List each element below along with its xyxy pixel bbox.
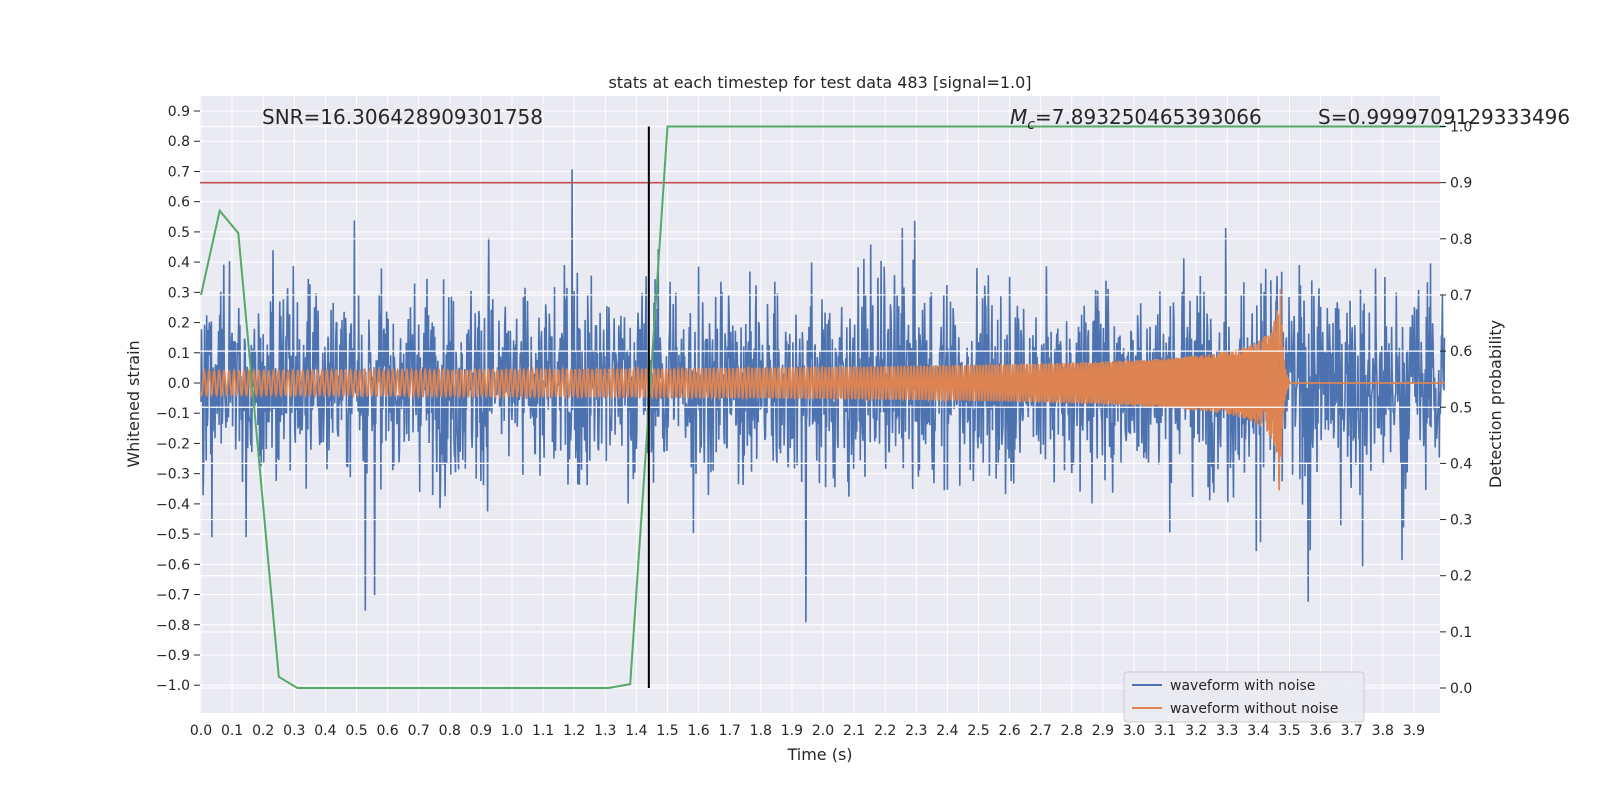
y2-tick-label: 0.5 bbox=[1450, 400, 1472, 416]
legend-label-noisy: waveform with noise bbox=[1170, 678, 1315, 694]
y-tick-label: 0.4 bbox=[168, 255, 190, 271]
legend-box bbox=[1123, 671, 1365, 723]
x-tick-label: 2.4 bbox=[936, 723, 958, 739]
x-tick-label: 3.3 bbox=[1216, 723, 1238, 739]
snr-annotation: SNR=16.306428909301758 bbox=[262, 105, 543, 129]
x-tick-label: 3.0 bbox=[1123, 723, 1145, 739]
chirp-mass-annotation: Mc=7.893250465393066 bbox=[1010, 105, 1262, 133]
legend: waveform with noise waveform without noi… bbox=[1123, 671, 1365, 723]
x-tick-label: 2.6 bbox=[998, 723, 1020, 739]
y-tick-label: 0.0 bbox=[168, 376, 190, 392]
y-tick-label: −0.7 bbox=[156, 588, 190, 604]
x-tick-label: 1.5 bbox=[656, 723, 678, 739]
y2-tick-labels: 1.0 0.9 0.8 0.7 0.6 0.5 0.4 0.3 0.2 0.1 0.0 bbox=[1440, 120, 1472, 697]
waveform-without-noise-line bbox=[200, 289, 1445, 491]
y-tick-label: 0.5 bbox=[168, 225, 190, 241]
y-tick-label: 0.1 bbox=[168, 346, 190, 362]
y2-axis-label: Detection probability bbox=[1486, 320, 1505, 488]
x-tick-label: 2.9 bbox=[1092, 723, 1114, 739]
y2-tick-label: 0.9 bbox=[1450, 176, 1472, 192]
x-tick-label: 1.3 bbox=[594, 723, 616, 739]
x-tick-label: 1.6 bbox=[687, 723, 709, 739]
y-tick-label: 0.8 bbox=[168, 134, 190, 150]
x-tick-label: 3.1 bbox=[1154, 723, 1176, 739]
x-tick-label: 0.7 bbox=[408, 723, 430, 739]
x-tick-label: 2.1 bbox=[843, 723, 865, 739]
x-tick-label: 0.9 bbox=[470, 723, 492, 739]
score-annotation: S=0.9999709129333496 bbox=[1318, 105, 1570, 129]
x-tick-label: 3.8 bbox=[1372, 723, 1394, 739]
x-axis-label: Time (s) bbox=[786, 745, 852, 764]
x-tick-label: 2.0 bbox=[812, 723, 834, 739]
y2-tick-label: 0.1 bbox=[1450, 625, 1472, 641]
x-tick-label: 1.8 bbox=[750, 723, 772, 739]
legend-label-clean: waveform without noise bbox=[1170, 701, 1338, 717]
x-tick-label: 0.2 bbox=[252, 723, 274, 739]
y2-tick-label: 0.8 bbox=[1450, 232, 1472, 248]
y2-tick-label: 0.4 bbox=[1450, 456, 1472, 472]
x-tick-label: 1.1 bbox=[532, 723, 554, 739]
x-tick-label: 1.7 bbox=[719, 723, 741, 739]
x-tick-label: 1.4 bbox=[625, 723, 647, 739]
detection-overlay bbox=[200, 125, 1445, 689]
series-waveform-without-noise bbox=[200, 289, 1445, 491]
x-tick-label: 2.8 bbox=[1061, 723, 1083, 739]
chart-title: stats at each timestep for test data 483… bbox=[608, 73, 1031, 92]
y-axis-label: Whitened strain bbox=[124, 340, 143, 467]
x-tick-label: 0.1 bbox=[221, 723, 243, 739]
y-tick-label: −0.6 bbox=[156, 557, 190, 573]
y2-tick-label: 0.6 bbox=[1450, 344, 1472, 360]
y-tick-label: 0.7 bbox=[168, 164, 190, 180]
x-tick-label: 2.3 bbox=[905, 723, 927, 739]
x-tick-label: 0.3 bbox=[283, 723, 305, 739]
x-tick-label: 0.8 bbox=[439, 723, 461, 739]
x-tick-label: 2.2 bbox=[874, 723, 896, 739]
y-tick-label: 0.6 bbox=[168, 195, 190, 211]
x-tick-label: 3.2 bbox=[1185, 723, 1207, 739]
x-tick-label: 1.2 bbox=[563, 723, 585, 739]
x-tick-label: 0.0 bbox=[190, 723, 212, 739]
y-tick-label: 0.2 bbox=[168, 316, 190, 332]
y-tick-label: −0.1 bbox=[156, 406, 190, 422]
x-tick-label: 3.5 bbox=[1278, 723, 1300, 739]
y2-tick-label: 0.7 bbox=[1450, 288, 1472, 304]
x-tick-label: 3.4 bbox=[1247, 723, 1269, 739]
y-tick-label: −0.5 bbox=[156, 527, 190, 543]
detection-probability-line bbox=[200, 125, 1445, 689]
x-tick-labels: 0.0 0.1 0.2 0.3 0.4 0.5 0.6 0.7 0.8 0.9 1.0 1.1 1.2 1… bbox=[190, 723, 1425, 739]
x-tick-label: 3.7 bbox=[1341, 723, 1363, 739]
x-tick-label: 2.7 bbox=[1030, 723, 1052, 739]
y2-tick-label: 1.0 bbox=[1450, 120, 1472, 136]
y-tick-label: −0.8 bbox=[156, 618, 190, 634]
y2-tick-label: 0.0 bbox=[1450, 681, 1472, 697]
x-tick-label: 0.5 bbox=[345, 723, 367, 739]
y-tick-label: −0.4 bbox=[156, 497, 190, 513]
y2-tick-label: 0.2 bbox=[1450, 569, 1472, 585]
y2-tick-label: 0.3 bbox=[1450, 513, 1472, 529]
x-tick-label: 1.9 bbox=[781, 723, 803, 739]
y-tick-label: 0.3 bbox=[168, 285, 190, 301]
x-tick-label: 3.9 bbox=[1403, 723, 1425, 739]
y-tick-label: −0.9 bbox=[156, 648, 190, 664]
x-tick-label: 1.0 bbox=[501, 723, 523, 739]
y-tick-label: 0.9 bbox=[168, 104, 190, 120]
x-tick-label: 0.4 bbox=[314, 723, 336, 739]
y-tick-label: −0.2 bbox=[156, 436, 190, 452]
x-tick-label: 0.6 bbox=[376, 723, 398, 739]
y-tick-labels: 0.9 0.8 0.7 0.6 0.5 0.4 0.3 0.2 0.1 0.0 −0.1 −0.2 −0… bbox=[156, 104, 200, 694]
y-tick-label: −0.3 bbox=[156, 467, 190, 483]
x-tick-label: 2.5 bbox=[967, 723, 989, 739]
y-tick-label: −1.0 bbox=[156, 678, 190, 694]
x-tick-label: 3.6 bbox=[1309, 723, 1331, 739]
